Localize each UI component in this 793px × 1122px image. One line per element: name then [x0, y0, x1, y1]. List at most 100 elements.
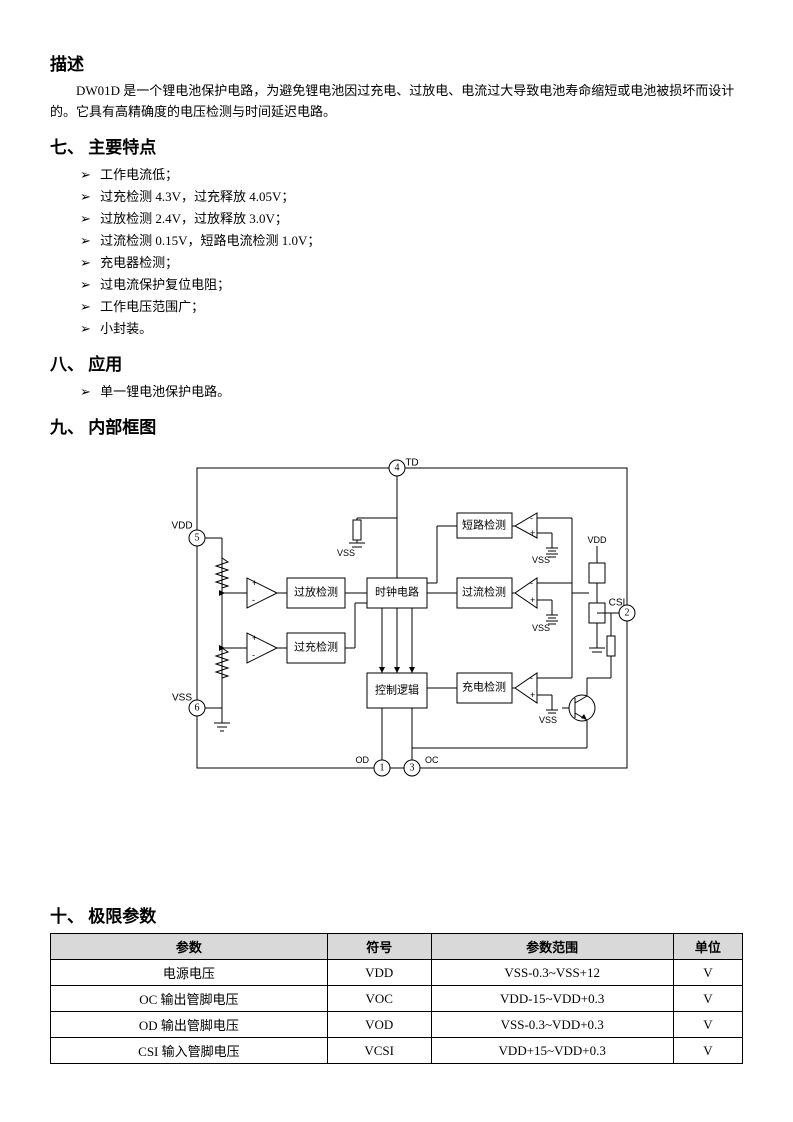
pin-oc: 3 — [404, 760, 420, 776]
table-row: CSI 输入管脚电压 VCSI VDD+15~VDD+0.3 V — [51, 1038, 743, 1064]
table-row: 电源电压 VDD VSS-0.3~VSS+12 V — [51, 960, 743, 986]
npn-transistor — [569, 695, 595, 721]
list-item: 工作电压范围广； — [80, 296, 743, 318]
list-item: 工作电流低； — [80, 164, 743, 186]
svg-text:+: + — [530, 595, 535, 605]
block-control: 控制逻辑 — [367, 673, 427, 708]
section-feat-title: 七、 主要特点 — [50, 133, 743, 158]
svg-text:过流检测: 过流检测 — [462, 585, 506, 599]
table-cell: VOD — [327, 1012, 431, 1038]
svg-text:CSI: CSI — [608, 598, 625, 609]
svg-text:-: - — [252, 650, 255, 660]
svg-text:VSS: VSS — [539, 715, 557, 725]
table-cell: OC 输出管脚电压 — [51, 986, 328, 1012]
block-over-charge: 过充检测 — [287, 633, 345, 663]
section-limit-title: 十、 极限参数 — [50, 902, 743, 927]
svg-text:过充检测: 过充检测 — [294, 640, 338, 654]
svg-text:5: 5 — [194, 533, 199, 544]
list-item: 单一锂电池保护电路。 — [80, 381, 743, 403]
section-desc-title: 描述 — [50, 50, 743, 75]
vss-ref-3: VSS — [537, 695, 558, 725]
desc-paragraph: DW01D 是一个锂电池保护电路，为避免锂电池因过充电、过放电、电流过大导致电池… — [50, 81, 743, 123]
table-cell: VOC — [327, 986, 431, 1012]
table-cell: VCSI — [327, 1038, 431, 1064]
pin-vdd: 5 VDD — [171, 521, 205, 546]
svg-text:时钟电路: 时钟电路 — [375, 585, 419, 599]
list-item: 过流检测 0.15V，短路电流检测 1.0V； — [80, 230, 743, 252]
svg-text:过放检测: 过放检测 — [294, 585, 338, 599]
cmp-chg: - + — [515, 673, 537, 703]
block-short: 短路检测 — [457, 513, 512, 538]
table-cell: V — [673, 986, 742, 1012]
limit-params-table: 参数 符号 参数范围 单位 电源电压 VDD VSS-0.3~VSS+12 V … — [50, 933, 743, 1064]
svg-text:VSS: VSS — [532, 555, 550, 565]
svg-text:VDD: VDD — [587, 535, 607, 545]
cmp-oc: - + — [515, 578, 537, 608]
opamp-discharge: + - — [247, 578, 277, 608]
mosfet-pair — [589, 563, 605, 648]
table-cell: V — [673, 1012, 742, 1038]
section-block-title: 九、 内部框图 — [50, 413, 743, 438]
svg-text:-: - — [530, 578, 533, 588]
svg-text:OD: OD — [355, 755, 369, 765]
svg-text:TD: TD — [405, 458, 418, 469]
svg-text:3: 3 — [409, 763, 414, 774]
svg-text:2: 2 — [624, 608, 629, 619]
list-item: 充电器检测； — [80, 252, 743, 274]
cmp-short: - + — [515, 513, 537, 538]
block-clock: 时钟电路 — [367, 578, 427, 608]
table-cell: VDD — [327, 960, 431, 986]
block-diagram-container: 4 TD 5 VDD 6 VSS + - + - 过放检测 — [50, 448, 743, 792]
table-cell: V — [673, 960, 742, 986]
table-cell: VDD-15~VDD+0.3 — [431, 986, 673, 1012]
table-cell: VSS-0.3~VDD+0.3 — [431, 1012, 673, 1038]
svg-text:6: 6 — [194, 703, 199, 714]
svg-text:+: + — [530, 528, 535, 538]
svg-text:充电检测: 充电检测 — [462, 680, 506, 694]
svg-text:VSS: VSS — [532, 623, 550, 633]
list-item: 过放检测 2.4V，过放释放 3.0V； — [80, 208, 743, 230]
svg-text:+: + — [252, 633, 257, 643]
block-chg-detect: 充电检测 — [457, 673, 512, 703]
table-cell: VSS-0.3~VSS+12 — [431, 960, 673, 986]
svg-text:4: 4 — [394, 463, 399, 474]
svg-text:-: - — [530, 513, 533, 523]
table-header: 参数 — [51, 934, 328, 960]
table-cell: VDD+15~VDD+0.3 — [431, 1038, 673, 1064]
feature-list: 工作电流低； 过充检测 4.3V，过充释放 4.05V； 过放检测 2.4V，过… — [80, 164, 743, 341]
table-cell: 电源电压 — [51, 960, 328, 986]
app-list: 单一锂电池保护电路。 — [80, 381, 743, 403]
table-cell: CSI 输入管脚电压 — [51, 1038, 328, 1064]
table-row: OC 输出管脚电压 VOC VDD-15~VDD+0.3 V — [51, 986, 743, 1012]
table-header-row: 参数 符号 参数范围 单位 — [51, 934, 743, 960]
pin-csi: 2 CSI — [608, 598, 634, 621]
svg-text:-: - — [530, 673, 533, 683]
pin-od: 1 — [374, 760, 390, 776]
svg-text:VSS: VSS — [171, 693, 191, 704]
block-over-current: 过流检测 — [457, 578, 512, 608]
table-header: 单位 — [673, 934, 742, 960]
block-over-discharge: 过放检测 — [287, 578, 345, 608]
list-item: 小封装。 — [80, 318, 743, 340]
svg-text:+: + — [530, 690, 535, 700]
list-item: 过电流保护复位电阻； — [80, 274, 743, 296]
table-header: 参数范围 — [431, 934, 673, 960]
table-cell: OD 输出管脚电压 — [51, 1012, 328, 1038]
svg-text:1: 1 — [379, 763, 384, 774]
block-diagram-svg: 4 TD 5 VDD 6 VSS + - + - 过放检测 — [137, 448, 657, 788]
pin-vss: 6 VSS — [171, 693, 204, 716]
svg-text:-: - — [252, 595, 255, 605]
section-app-title: 八、 应用 — [50, 350, 743, 375]
svg-text:短路检测: 短路检测 — [462, 518, 506, 532]
svg-text:VDD: VDD — [171, 521, 192, 532]
table-header: 符号 — [327, 934, 431, 960]
svg-text:OC: OC — [425, 755, 439, 765]
svg-text:VSS: VSS — [337, 548, 355, 558]
opamp-charge: + - — [247, 633, 277, 663]
table-cell: V — [673, 1038, 742, 1064]
list-item: 过充检测 4.3V，过充释放 4.05V； — [80, 186, 743, 208]
pin-td: 4 TD — [389, 458, 419, 476]
svg-text:+: + — [252, 578, 257, 588]
svg-text:控制逻辑: 控制逻辑 — [375, 683, 419, 697]
table-row: OD 输出管脚电压 VOD VSS-0.3~VDD+0.3 V — [51, 1012, 743, 1038]
